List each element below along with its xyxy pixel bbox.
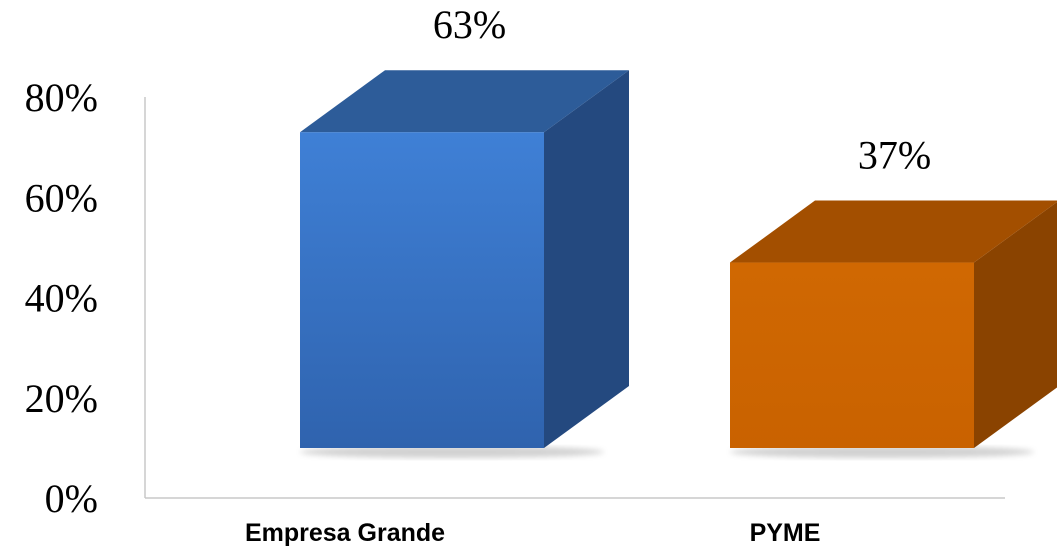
- data-label: 37%: [858, 133, 931, 178]
- bar-top-face: [730, 200, 1057, 263]
- bar: [730, 200, 1057, 458]
- bar-top-face: [300, 70, 629, 133]
- y-tick-label: 0%: [45, 476, 98, 521]
- y-tick-label: 20%: [25, 376, 98, 421]
- y-tick-label: 80%: [25, 75, 98, 120]
- bar-side-face: [544, 70, 629, 449]
- bar-front-face: [300, 132, 544, 448]
- x-category-label: Empresa Grande: [245, 519, 445, 547]
- x-category-label: PYME: [750, 519, 821, 547]
- bar-side-face: [974, 201, 1057, 448]
- bar-shadow: [300, 446, 604, 458]
- y-tick-label: 60%: [25, 175, 98, 220]
- y-tick-label: 40%: [25, 276, 98, 321]
- data-label: 63%: [433, 2, 506, 47]
- bar-front-face: [730, 262, 974, 448]
- bar-shadow: [730, 446, 1034, 458]
- bar: [300, 70, 629, 458]
